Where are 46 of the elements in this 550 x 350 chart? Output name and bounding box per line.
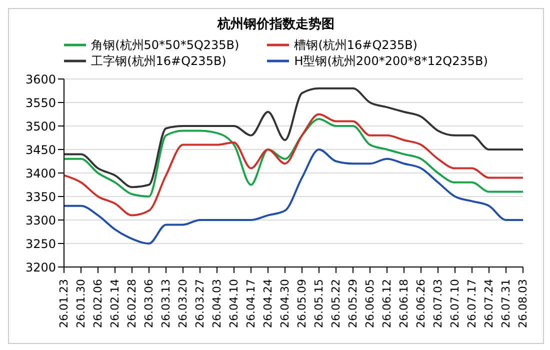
x-tick-label: 26.06.26 <box>414 279 428 328</box>
y-tick-label: 3250 <box>25 236 56 251</box>
x-tick-label: 26.04.17 <box>244 279 258 328</box>
legend-label: H型钢(杭州200*200*8*12Q235B) <box>294 53 488 69</box>
x-tick-label: 26.02.14 <box>108 279 122 328</box>
y-tick-label: 3400 <box>25 166 56 180</box>
x-tick-label: 26.06.12 <box>380 279 394 328</box>
y-tick-label: 3550 <box>25 96 56 110</box>
x-tick-label: 26.06.05 <box>364 279 376 328</box>
x-tick-label: 26.05.22 <box>330 279 342 328</box>
x-tick-label: 26.03.20 <box>176 279 190 328</box>
x-tick-label: 26.04.24 <box>262 279 274 328</box>
line-series <box>63 87 524 188</box>
y-tick-label: 3500 <box>25 119 56 134</box>
legend-label: 槽钢(杭州16#Q235B) <box>294 37 418 53</box>
x-tick-label: 26.07.31 <box>500 279 512 328</box>
x-tick-label: 26.01.23 <box>58 279 70 328</box>
x-tick-label: 26.02.06 <box>92 279 104 328</box>
x-tick-label: 26.03.27 <box>194 279 206 328</box>
y-tick-label: 3450 <box>25 142 56 157</box>
x-tick-label: 26.05.09 <box>296 279 308 328</box>
chart-title: 杭州钢价指数走势图 <box>216 16 336 33</box>
x-tick-label: 26.01.30 <box>74 279 88 328</box>
x-tick-label: 26.03.06 <box>142 279 156 328</box>
x-tick-label: 26.05.29 <box>346 279 360 328</box>
x-tick-label: 26.07.17 <box>466 279 478 328</box>
y-tick-label: 3350 <box>25 190 56 204</box>
line-series <box>63 113 524 216</box>
x-tick-label: 26.07.03 <box>432 279 444 328</box>
x-tick-label: 26.07.24 <box>482 279 496 328</box>
x-tick-label: 26.02.28 <box>126 279 138 328</box>
legend-label: 工字钢(杭州16#Q235B) <box>91 53 226 69</box>
line-series <box>63 118 524 198</box>
line-series <box>63 148 524 244</box>
y-tick-label: 3200 <box>25 260 56 274</box>
x-tick-label: 26.04.30 <box>278 279 292 328</box>
x-tick-label: 26.06.18 <box>398 279 410 328</box>
x-tick-label: 26.03.13 <box>160 279 172 328</box>
x-tick-label: 26.05.15 <box>312 279 326 328</box>
x-tick-label: 26.04.10 <box>228 279 240 328</box>
x-tick-label: 26.04.03 <box>210 279 224 328</box>
x-tick-label: 26.07.10 <box>448 279 462 328</box>
x-tick-label: 26.08.03 <box>516 279 530 328</box>
y-tick-label: 3300 <box>25 213 56 228</box>
legend-label: 角钢(杭州50*50*5Q235B) <box>91 37 240 53</box>
y-tick-label: 3600 <box>25 72 56 86</box>
